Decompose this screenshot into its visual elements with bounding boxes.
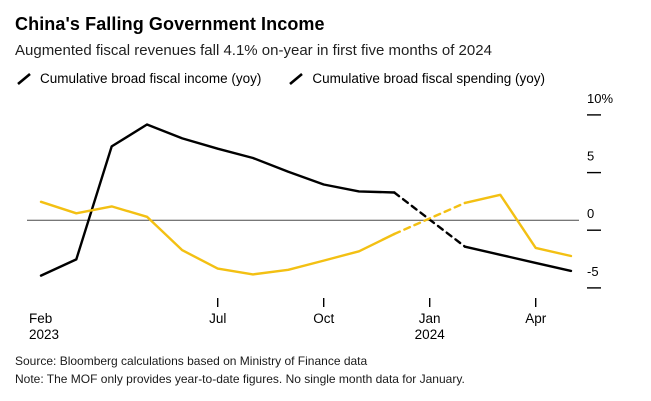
spending-line-solid-2023 [39,200,396,276]
x-tick-label: Jul [209,311,226,326]
income-line-solid-2024 [463,245,573,273]
x-tick-label: Oct [313,311,334,326]
y-tick-label: -5 [587,264,599,279]
income-line-solid-2023 [39,123,396,277]
y-tick-label: 5 [587,149,594,164]
y-tick-label: 10% [587,91,613,106]
spending-line-dashed-jan-gap [393,201,467,236]
y-tick-label: 0 [587,206,594,221]
legend-item-income: Cumulative broad fiscal income (yoy) [15,71,261,86]
legend: Cumulative broad fiscal income (yoy) Cum… [15,71,636,86]
x-tick-label: Apr [525,311,547,326]
spending-line-swatch-icon [289,72,304,85]
x-tick-label: Jan [419,311,441,326]
page-title: China's Falling Government Income [15,14,325,34]
legend-item-spending: Cumulative broad fiscal spending (yoy) [287,71,545,86]
chart-subtitle: Augmented fiscal revenues fall 4.1% on-y… [15,42,492,59]
x-tick-year-label: 2024 [415,327,446,342]
x-start-label: Feb [29,311,52,326]
note-line: Note: The MOF only provides year-to-date… [15,372,465,386]
source-line: Source: Bloomberg calculations based on … [15,354,368,368]
spending-line-solid-2024 [463,193,573,258]
income-line-swatch-icon [17,72,31,85]
legend-label-income: Cumulative broad fiscal income (yoy) [40,71,262,86]
x-start-year-label: 2023 [29,327,59,342]
chart-footer: Source: Bloomberg calculations based on … [15,352,636,388]
legend-label-spending: Cumulative broad fiscal spending (yoy) [312,71,545,86]
